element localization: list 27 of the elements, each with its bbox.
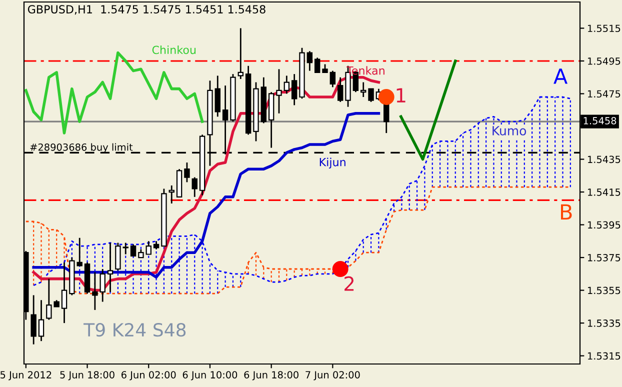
x-tick-label: 6 Jun 10:00 — [182, 371, 238, 380]
y-tick-label: 1.5435 — [588, 156, 620, 164]
y-tick-label: 1.5515 — [588, 24, 620, 32]
x-tick-label: 5 Jun 18:00 — [60, 371, 114, 380]
series-label: Kijun — [320, 158, 346, 168]
annotation: T9 K24 S48 — [84, 323, 186, 337]
x-tick-label: 6 Jun 18:00 — [244, 371, 298, 380]
ref-line-label: #28903686 buy limit — [30, 143, 133, 153]
y-tick-label: 1.5375 — [588, 254, 620, 262]
y-tick-label: 1.5335 — [588, 320, 620, 327]
annotation: Kumo — [492, 126, 526, 136]
series-label: B — [560, 204, 572, 220]
annotation: 2 — [344, 276, 354, 291]
series-label: Chinkou — [152, 45, 196, 54]
annotation: 1 — [396, 88, 406, 102]
ref-line-label: 1.5458 — [584, 117, 616, 124]
y-tick-label: 1.5495 — [588, 57, 620, 65]
chart-title: GBPUSD,H1 1.5475 1.5475 1.5451 1.5458 — [28, 5, 266, 15]
x-tick-label: 7 Jun 02:00 — [306, 371, 360, 380]
y-tick-label: 1.5475 — [588, 90, 620, 98]
y-tick-label: 1.5415 — [588, 188, 620, 196]
x-tick-label: 5 Jun 2012 — [0, 371, 52, 380]
y-tick-label: 1.5355 — [588, 286, 620, 294]
y-tick-label: 1.5395 — [588, 221, 620, 229]
x-tick-label: 6 Jun 02:00 — [122, 371, 176, 380]
series-label: A — [554, 68, 568, 84]
y-tick-label: 1.5315 — [588, 352, 620, 360]
